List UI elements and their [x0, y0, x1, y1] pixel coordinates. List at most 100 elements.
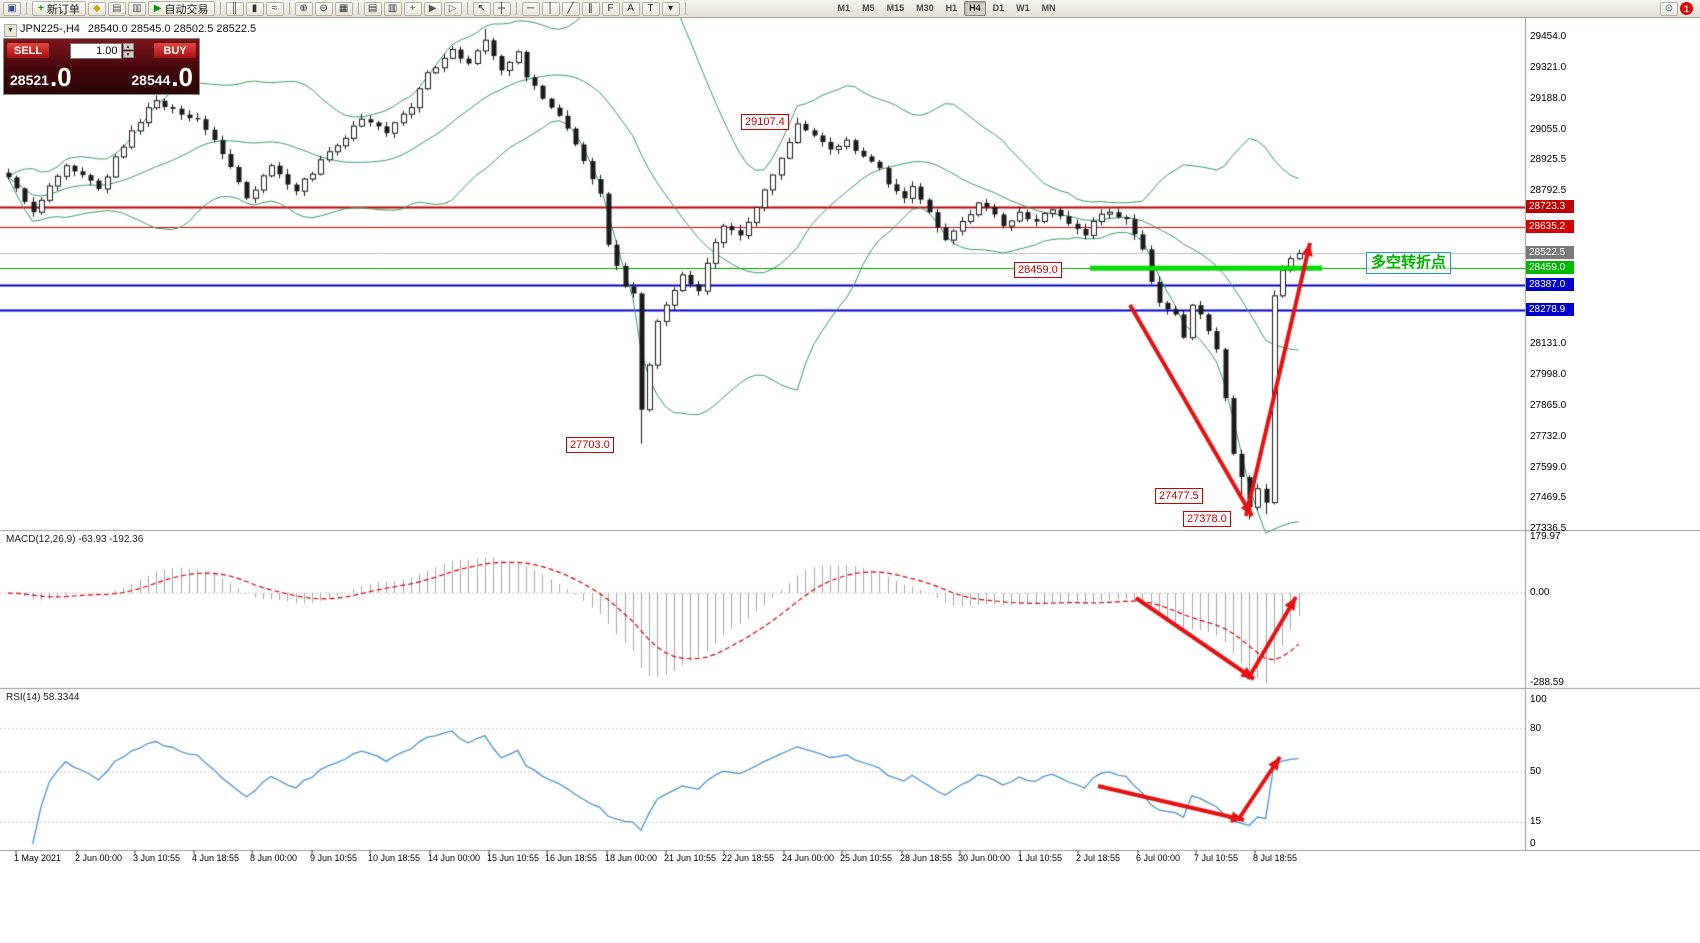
time-axis-label: 2 Jul 18:55 — [1076, 853, 1121, 863]
timeframe-button-mn[interactable]: MN — [1041, 3, 1056, 13]
buy-price[interactable]: 28544.0 — [131, 64, 193, 90]
price-axis-tick: 28925.5 — [1530, 153, 1567, 165]
timeframe-button-h1[interactable]: H1 — [945, 3, 958, 13]
rsi-axis-tick: 15 — [1530, 816, 1542, 828]
zoom-out-icon[interactable]: ⊖ — [314, 1, 333, 16]
zoom-in-icon[interactable]: ⊕ — [294, 1, 313, 16]
rsi-axis-tick: 0 — [1530, 838, 1536, 849]
price-annotation[interactable]: 27477.5 — [1155, 488, 1203, 504]
toolbar-separator — [357, 2, 359, 15]
crosshair-icon[interactable]: ┼ — [492, 1, 511, 16]
timeframe-button-w1[interactable]: W1 — [1016, 3, 1030, 13]
timeframe-button-m5[interactable]: M5 — [862, 3, 875, 13]
text-icon[interactable]: A — [621, 1, 640, 16]
grid-icon[interactable]: ▦ — [334, 1, 353, 16]
rsi-axis-tick: 80 — [1530, 722, 1542, 734]
cascade-windows-icon[interactable]: ▥ — [383, 1, 402, 16]
new-order-button[interactable]: + 新订单 — [32, 1, 86, 16]
time-axis-label: 4 Jun 18:55 — [192, 853, 240, 863]
expert-advisors-icon[interactable]: ◆ — [87, 1, 106, 16]
fibonacci-icon[interactable]: F — [601, 1, 620, 16]
timeframe-button-h4[interactable]: H4 — [964, 1, 986, 16]
auto-trading-button[interactable]: ▶ 自动交易 — [147, 1, 215, 16]
find-symbol-icon[interactable]: ⊙ — [1660, 1, 1678, 16]
price-level-label: 28635.2 — [1526, 220, 1574, 234]
tile-windows-icon[interactable]: ▤ — [363, 1, 382, 16]
chart-window-icon[interactable]: ▣ — [3, 1, 21, 16]
toolbar-separator — [684, 2, 686, 15]
time-axis-label: 7 Jul 10:55 — [1194, 853, 1239, 863]
toolbar-separator — [26, 2, 27, 15]
time-axis-label: 21 Jun 10:55 — [664, 853, 717, 863]
price-axis-tick: 29454.0 — [1530, 31, 1567, 42]
price-annotation[interactable]: 29107.4 — [741, 114, 789, 130]
equidistant-channel-icon[interactable]: ∥ — [581, 1, 600, 16]
price-axis-tick: 28131.0 — [1530, 338, 1567, 350]
time-axis-label: 9 Jun 10:55 — [310, 853, 358, 863]
notification-badge[interactable]: 1 — [1680, 2, 1693, 15]
bar-chart-icon[interactable]: ║ — [225, 1, 244, 16]
data-window-icon[interactable]: ▥ — [127, 1, 146, 16]
price-level-label: 28278.9 — [1526, 303, 1574, 317]
price-axis-tick: 27998.0 — [1530, 369, 1567, 381]
buy-button[interactable]: BUY — [153, 42, 197, 59]
price-axis-tick: 27336.5 — [1530, 523, 1567, 535]
rsi-indicator-label: RSI(14) 58.3344 — [6, 692, 80, 703]
price-annotation[interactable]: 27378.0 — [1183, 511, 1231, 527]
macd-axis-tick: 179.97 — [1530, 531, 1561, 543]
price-annotation[interactable]: 27703.0 — [566, 437, 614, 453]
cursor-icon[interactable]: ↖ — [472, 1, 491, 16]
trendline-icon[interactable]: ╱ — [561, 1, 580, 16]
toolbar-separator — [219, 2, 221, 15]
volume-down-button[interactable]: ▼ — [122, 51, 134, 58]
time-axis-label: 1 Jul 10:55 — [1018, 853, 1063, 863]
time-axis-label: 6 Jul 00:00 — [1136, 853, 1181, 863]
volume-input[interactable] — [69, 42, 122, 59]
chart-shift-icon[interactable]: ▷ — [443, 1, 462, 16]
price-annotation[interactable]: 28459.0 — [1014, 262, 1062, 278]
new-order-button-icon: + — [38, 3, 44, 14]
volume-up-button[interactable]: ▲ — [122, 43, 134, 50]
price-axis-tick: 29188.0 — [1530, 92, 1567, 104]
horizontal-line-icon[interactable]: ─ — [521, 1, 540, 16]
buy-price-frac: .0 — [171, 62, 193, 92]
buy-price-main: 28544 — [131, 72, 171, 88]
rsi-axis-tick: 50 — [1530, 766, 1542, 777]
sell-price[interactable]: 28521.0 — [10, 64, 72, 90]
timeframe-button-m1[interactable]: M1 — [837, 3, 851, 13]
arrows-icon[interactable]: ▾ — [661, 1, 680, 16]
timeframe-button-d1[interactable]: D1 — [992, 3, 1005, 13]
macd-axis-tick: -288.59 — [1530, 677, 1564, 688]
time-axis-label: 28 Jun 18:55 — [900, 853, 953, 863]
time-axis-label: 24 Jun 00:00 — [782, 853, 835, 863]
auto-trading-button-label: 自动交易 — [164, 3, 209, 16]
market-watch-icon[interactable]: ▤ — [107, 1, 126, 16]
sell-button[interactable]: SELL — [6, 42, 50, 59]
sell-price-frac: .0 — [49, 62, 72, 92]
text-label-icon[interactable]: T — [641, 1, 660, 16]
macd-axis-tick: 0.00 — [1530, 587, 1550, 599]
new-chart-icon[interactable]: + — [403, 1, 422, 16]
line-chart-icon[interactable]: ≈ — [265, 1, 284, 16]
price-axis-tick: 29321.0 — [1530, 61, 1567, 73]
auto-trading-button-icon: ▶ — [153, 3, 162, 14]
price-axis-tick: 27732.0 — [1530, 431, 1567, 443]
new-order-button-label: 新订单 — [46, 3, 80, 16]
turning-point-note[interactable]: 多空转折点 — [1366, 252, 1452, 274]
timeframe-button-m30[interactable]: M30 — [916, 3, 934, 13]
price-axis-tick: 29055.0 — [1530, 123, 1567, 135]
vertical-line-icon[interactable]: │ — [541, 1, 560, 16]
candlestick-chart-icon[interactable]: ▮ — [245, 1, 264, 16]
time-axis-label: 2 Jun 00:00 — [75, 853, 123, 863]
toolbar-separator — [515, 2, 517, 15]
price-axis-tick: 27865.0 — [1530, 400, 1567, 412]
time-axis-label: 14 Jun 00:00 — [428, 853, 481, 863]
ohlc-values: 28540.0 28545.0 28502.5 28522.5 — [87, 23, 257, 35]
time-axis-label: 25 Jun 10:55 — [840, 853, 893, 863]
one-click-collapse-button[interactable]: ▼ — [4, 24, 17, 37]
auto-scroll-icon[interactable]: ▶ — [423, 1, 442, 16]
timeframe-button-m15[interactable]: M15 — [886, 3, 905, 13]
price-level-label: 28723.3 — [1526, 199, 1574, 213]
